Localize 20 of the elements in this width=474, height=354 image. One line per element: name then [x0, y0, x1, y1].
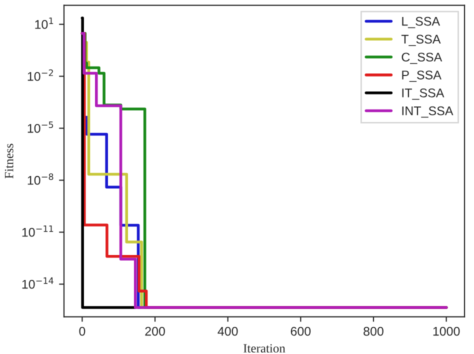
y-tick-label: 10$^{−11}$ — [22, 225, 54, 237]
y-tick-label: 10$^{−5}$ — [28, 122, 54, 133]
x-tick-label: 600 — [290, 326, 311, 336]
legend-label: INT_SSA — [402, 106, 454, 118]
legend-label: P_SSA — [402, 70, 442, 82]
x-tick-label: 1000 — [433, 326, 460, 336]
y-axis-title: Fitness — [4, 144, 14, 178]
y-tick-label: 10$^{−8}$ — [28, 173, 54, 185]
y-tick-label: 10$^{−14}$ — [22, 277, 54, 289]
x-tick-label: 400 — [218, 326, 238, 336]
legend-label: C_SSA — [402, 52, 442, 64]
x-tick-label: 200 — [145, 326, 165, 336]
x-tick-label: 0 — [79, 326, 86, 336]
y-tick-label: 10$^{1}$ — [35, 18, 54, 29]
legend-label: T_SSA — [401, 34, 441, 46]
x-axis-title: Iteration — [244, 344, 286, 353]
legend-label: IT_SSA — [402, 88, 444, 100]
x-tick-label: 800 — [364, 326, 384, 336]
legend-label: L_SSA — [402, 16, 440, 28]
y-tick-label: 10$^{−2}$ — [28, 69, 53, 81]
